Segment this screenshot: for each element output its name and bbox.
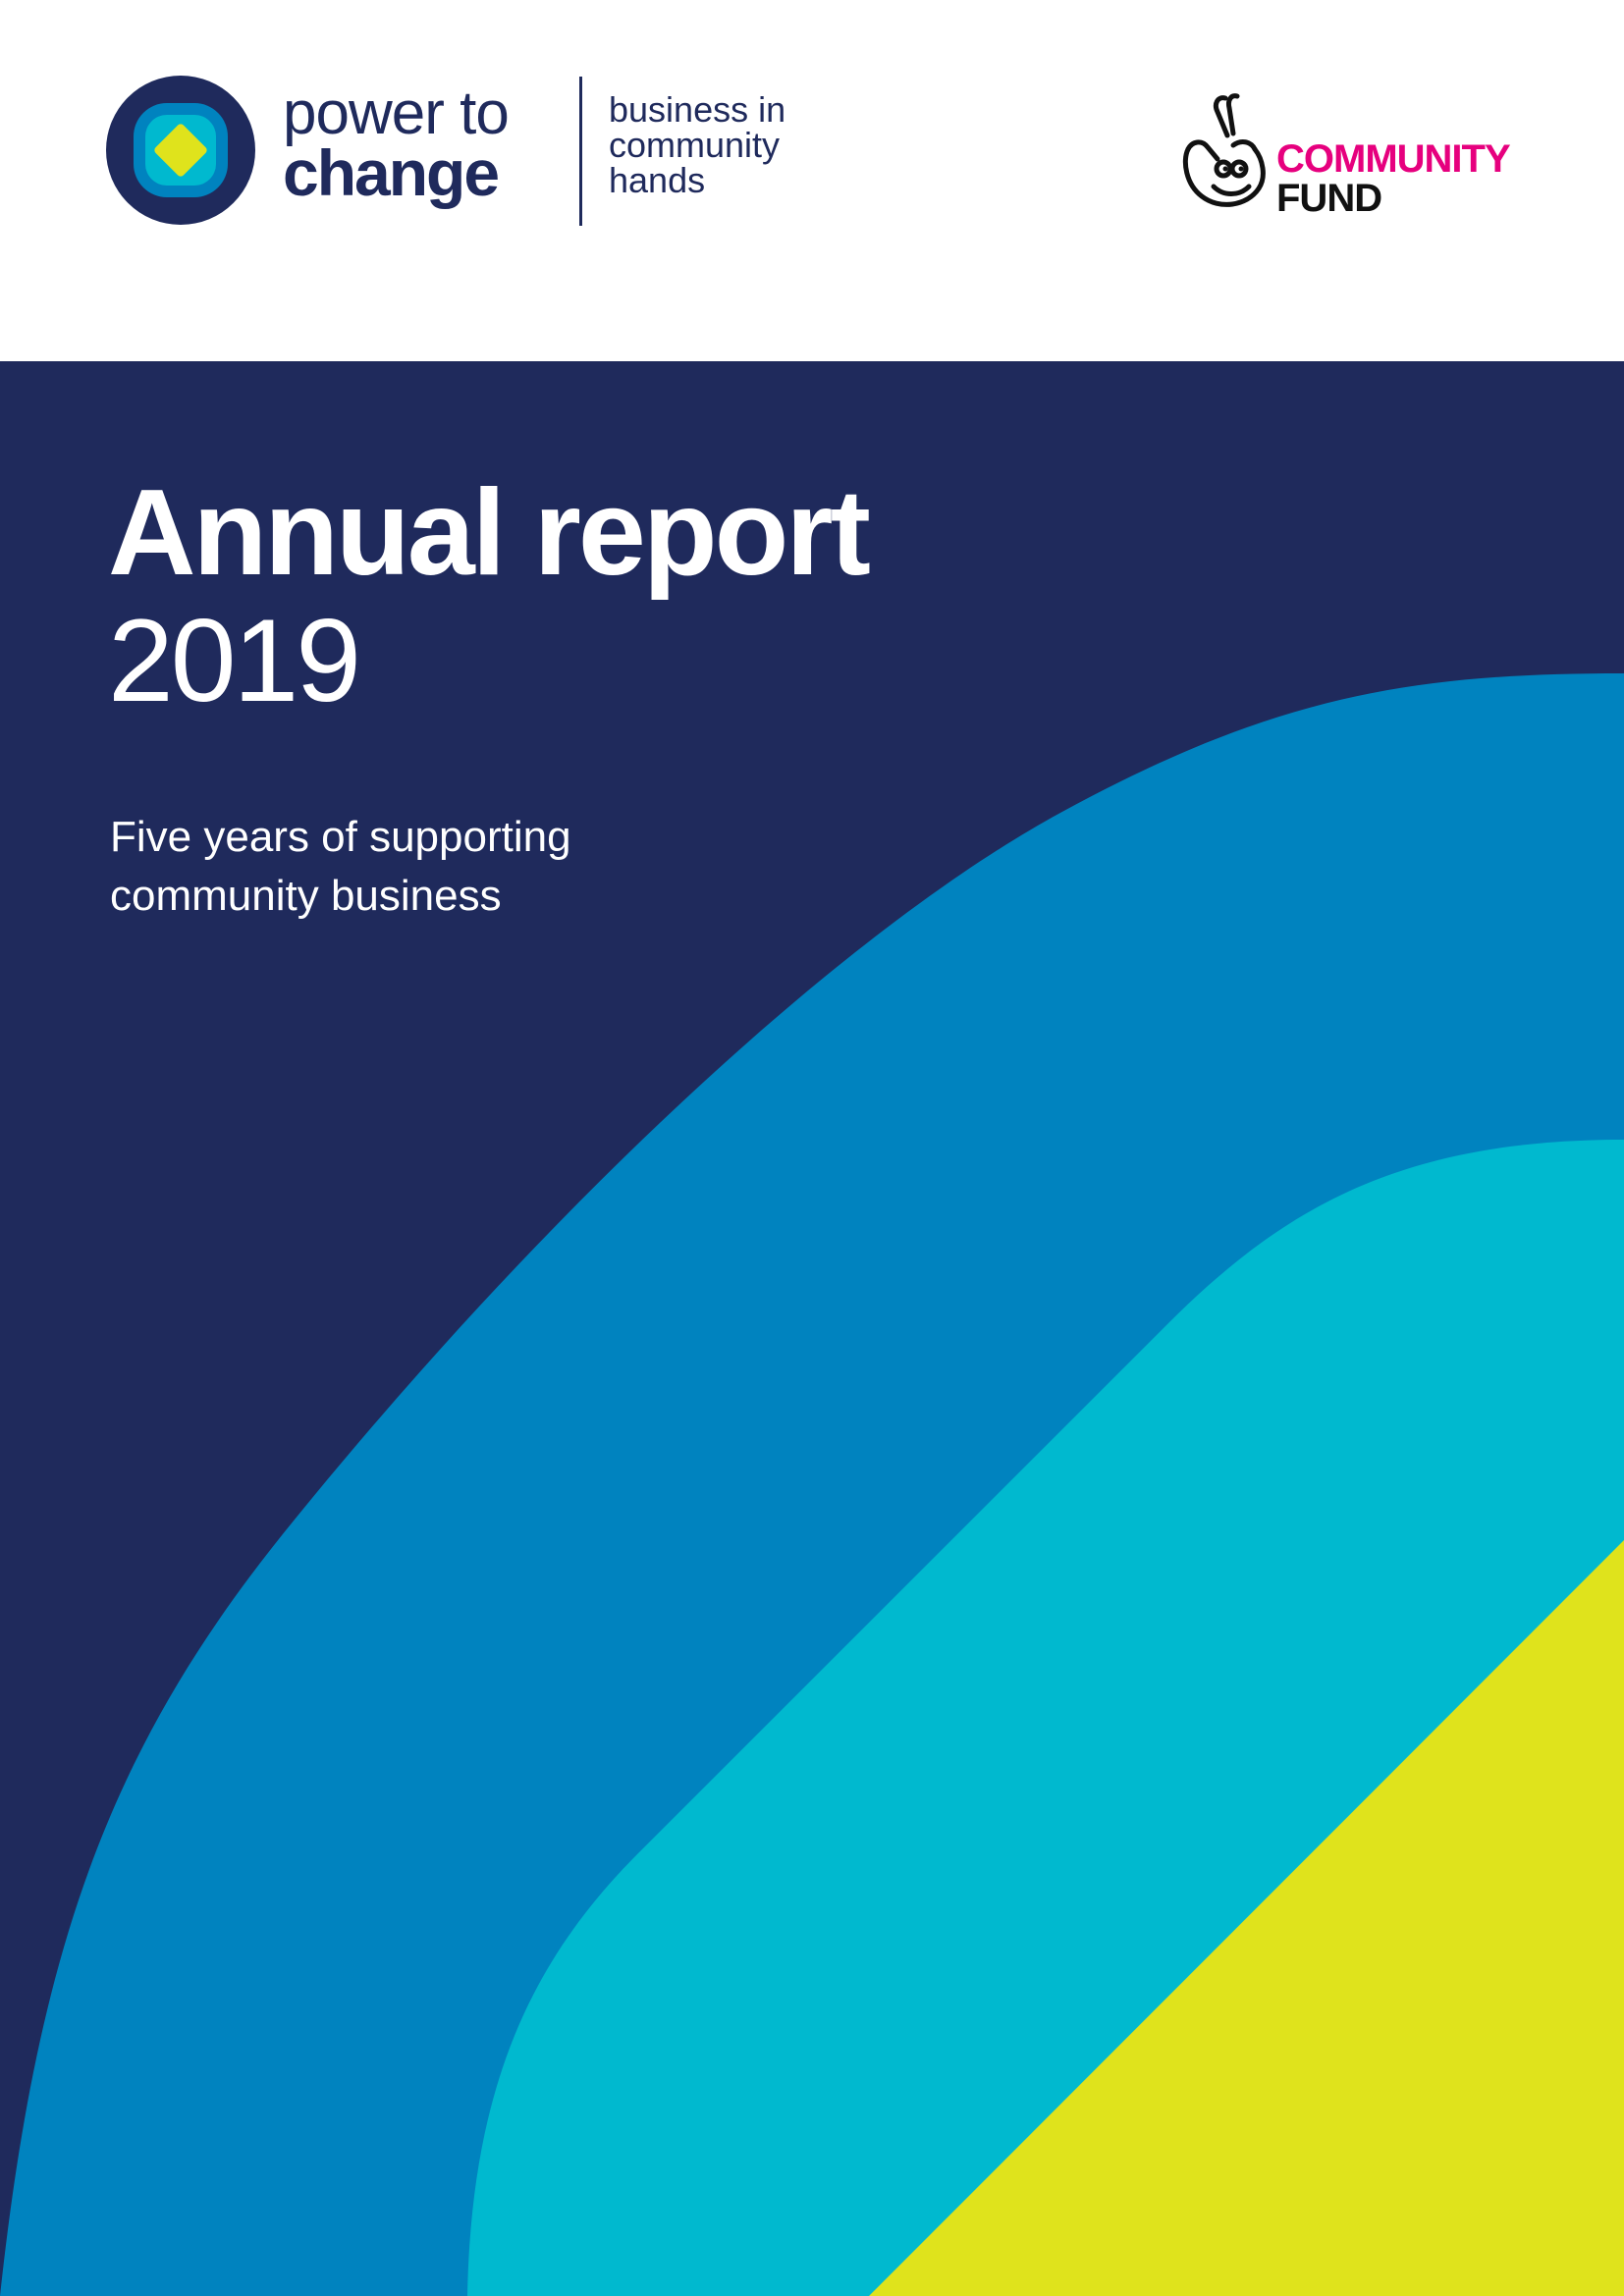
ptc-name-line1: power to (283, 80, 510, 147)
page-title: Annual report (108, 465, 871, 601)
yellow-band (869, 1540, 1624, 2296)
ptc-tagline-line1: business in (609, 89, 786, 130)
cover-panel: Annual report 2019 Five years of support… (0, 361, 1624, 2296)
logo-divider (579, 77, 582, 226)
ptc-tagline-line2: community (609, 125, 781, 165)
subtitle-line1: Five years of supporting (110, 813, 571, 861)
report-year: 2019 (108, 595, 361, 726)
community-fund-wordmark: COMMUNITY FUND (1276, 137, 1511, 220)
power-to-change-wordmark: power to change (283, 80, 510, 209)
cf-line1: COMMUNITY (1276, 137, 1511, 181)
header: power to change business in community ha… (0, 0, 1624, 361)
decorative-bands (0, 673, 1624, 2296)
cf-line2: FUND (1276, 177, 1382, 220)
crossed-fingers-logo-icon (1182, 93, 1266, 207)
ptc-tagline: business in community hands (609, 92, 785, 198)
subtitle-line2: community business (110, 872, 502, 920)
power-to-change-logo-icon (106, 76, 255, 225)
subtitle: Five years of supporting community busin… (110, 808, 797, 926)
ptc-tagline-line3: hands (609, 160, 706, 200)
ptc-name-line2: change (283, 136, 500, 209)
